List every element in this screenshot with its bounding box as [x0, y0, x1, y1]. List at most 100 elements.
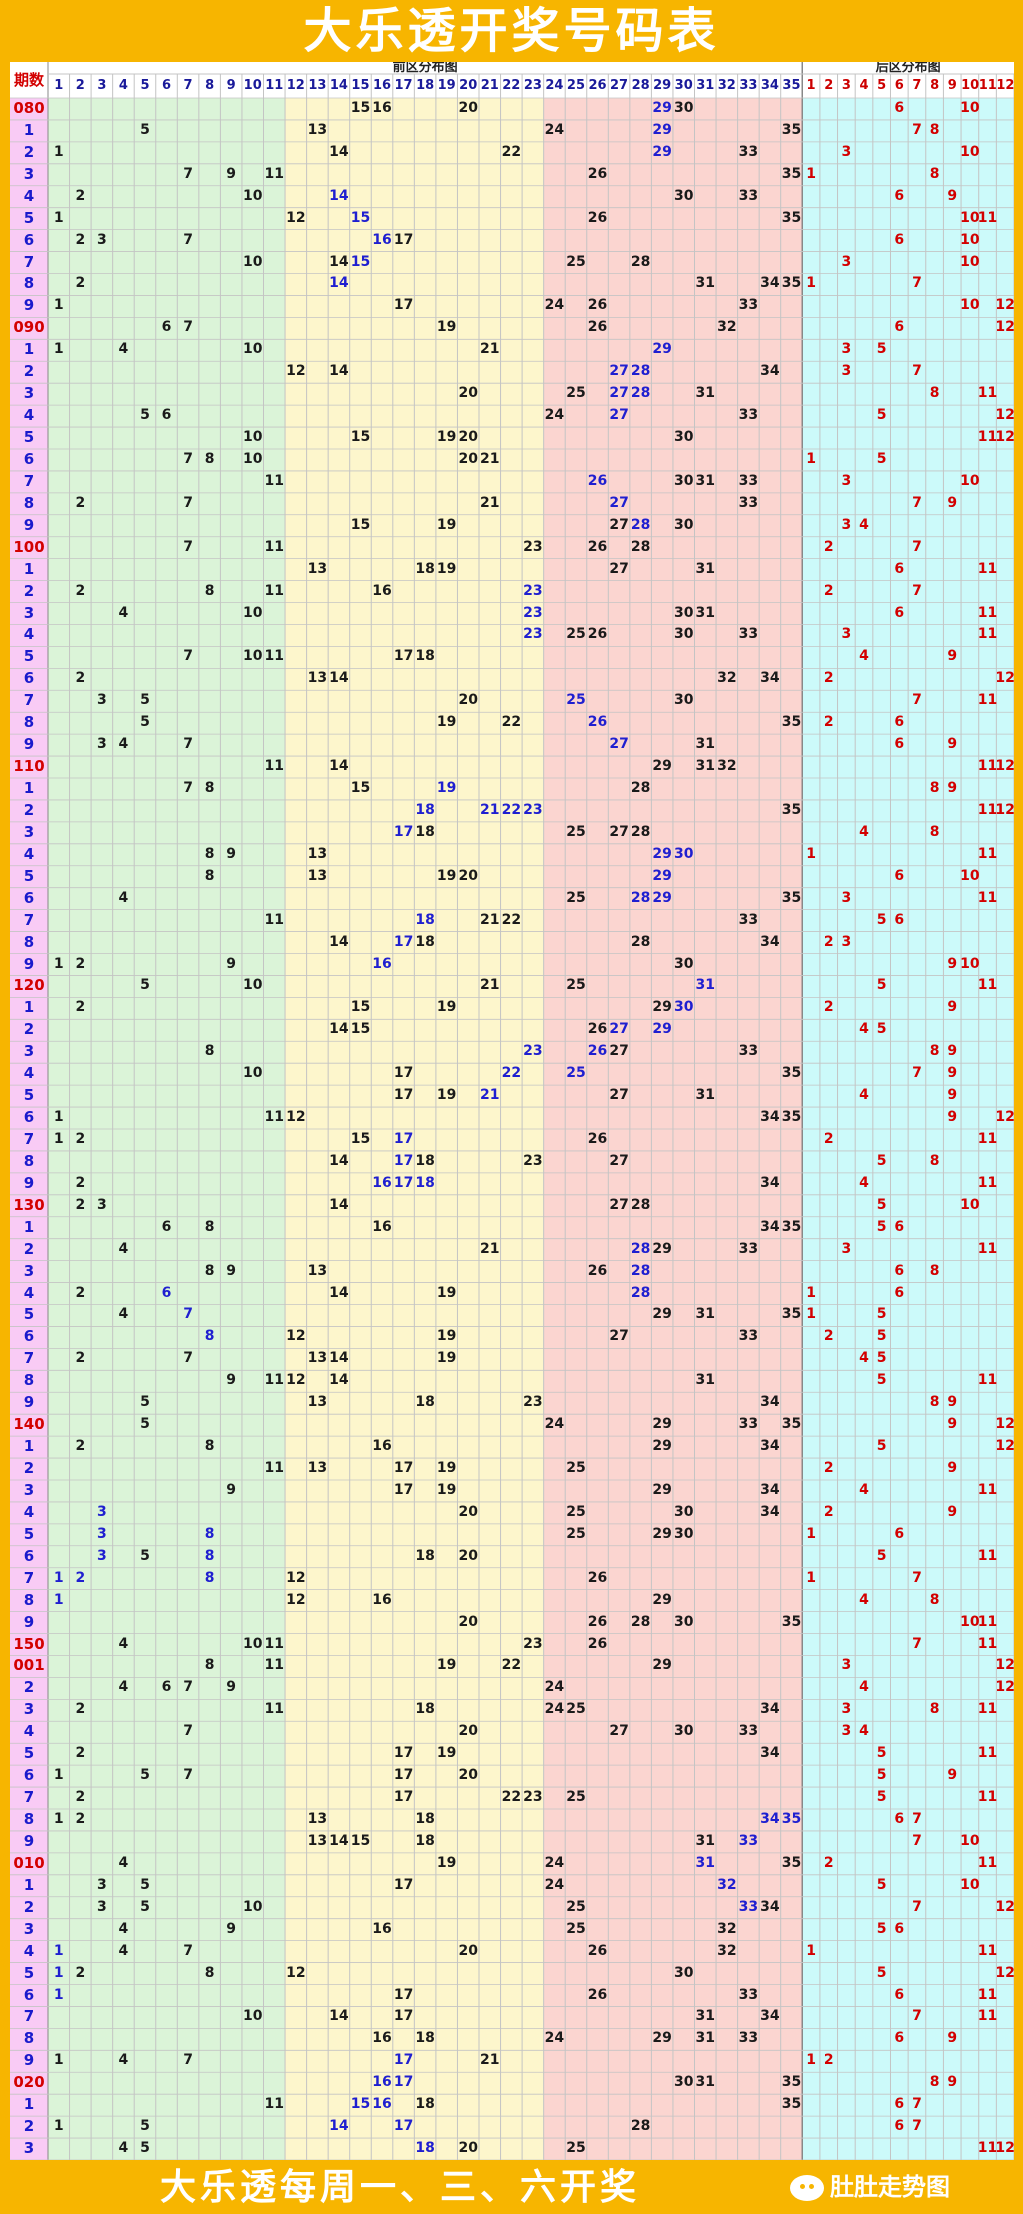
- front-number: 18: [415, 933, 435, 950]
- front-number: 7: [183, 494, 193, 511]
- period-label: 4: [23, 1941, 35, 1960]
- front-number: 13: [307, 1262, 328, 1279]
- back-number: 5: [876, 1218, 887, 1235]
- front-number: 25: [566, 1460, 586, 1477]
- front-number: 26: [587, 1131, 608, 1147]
- front-number: 33: [738, 1986, 759, 2003]
- period-label: 7: [23, 1788, 35, 1807]
- back-number: 5: [876, 1021, 887, 1038]
- period-label: 6: [23, 1108, 35, 1127]
- front-number: 28: [630, 1240, 651, 1257]
- front-number: 5: [140, 977, 150, 994]
- front-number: 35: [781, 121, 802, 138]
- back-number: 11: [977, 692, 998, 709]
- front-number: 17: [393, 297, 414, 314]
- back-number: 11: [977, 1613, 998, 1630]
- period-label: 8: [23, 1151, 35, 1170]
- front-number: 18: [415, 1394, 435, 1411]
- front-number: 17: [393, 648, 414, 665]
- back-number: 10: [960, 100, 980, 116]
- front-number: 8: [204, 450, 215, 467]
- back-number: 10: [960, 1613, 980, 1630]
- back-number: 10: [960, 209, 980, 226]
- back-number: 11: [977, 2140, 998, 2157]
- front-number: 20: [458, 692, 478, 709]
- back-number: 7: [912, 2096, 922, 2113]
- front-number: 12: [286, 209, 306, 226]
- front-number: 13: [307, 560, 328, 577]
- back-number: 12: [995, 1964, 1014, 1981]
- front-number: 1: [53, 341, 64, 358]
- period-label: 9: [23, 515, 35, 534]
- front-number: 19: [436, 516, 457, 533]
- front-number: 6: [161, 319, 172, 336]
- back-number: 6: [894, 2118, 905, 2135]
- front-number: 28: [630, 933, 651, 950]
- front-number: 10: [242, 450, 263, 467]
- period-label: 8: [23, 932, 35, 951]
- front-number: 17: [393, 1745, 414, 1762]
- front-number: 20: [458, 385, 478, 402]
- front-zone-header: 前区分布图: [392, 62, 458, 75]
- back-number: 11: [977, 429, 998, 446]
- front-col-header: 15: [351, 78, 370, 93]
- front-number: 13: [307, 1460, 328, 1477]
- period-label: 2: [23, 581, 35, 600]
- back-number: 6: [894, 736, 905, 753]
- front-number: 30: [673, 626, 694, 643]
- front-number: 9: [226, 1920, 237, 1937]
- front-number: 14: [329, 1196, 349, 1213]
- front-number: 31: [695, 2074, 716, 2091]
- back-number: 8: [929, 165, 940, 182]
- period-label: 2: [23, 1459, 35, 1478]
- front-number: 4: [118, 1920, 129, 1937]
- back-col-header: 11: [978, 78, 997, 93]
- front-number: 3: [96, 231, 107, 248]
- front-number: 18: [415, 1152, 435, 1169]
- front-number: 24: [544, 1876, 565, 1893]
- back-number: 12: [995, 297, 1014, 314]
- front-number: 4: [118, 1240, 129, 1257]
- front-number: 8: [204, 1525, 215, 1542]
- front-number: 16: [372, 231, 392, 248]
- front-col-header: 2: [75, 78, 85, 93]
- front-number: 30: [673, 187, 694, 204]
- back-number: 5: [876, 1920, 887, 1937]
- front-number: 31: [695, 275, 716, 292]
- back-number: 6: [894, 1920, 905, 1937]
- front-number: 29: [652, 1240, 672, 1257]
- back-number: 7: [912, 1635, 922, 1652]
- front-number: 34: [760, 1394, 780, 1411]
- front-number: 4: [118, 889, 129, 906]
- back-number: 7: [912, 494, 922, 511]
- front-number: 2: [75, 999, 86, 1016]
- front-number: 33: [738, 187, 759, 204]
- front-number: 27: [609, 1328, 629, 1345]
- front-col-header: 33: [739, 78, 758, 93]
- front-number: 25: [566, 253, 586, 270]
- front-number: 25: [566, 823, 586, 840]
- back-col-header: 8: [930, 78, 940, 93]
- front-number: 35: [781, 2096, 802, 2113]
- front-number: 26: [587, 626, 608, 643]
- front-number: 23: [523, 1152, 543, 1169]
- front-number: 27: [609, 1021, 629, 1038]
- front-number: 14: [329, 1152, 349, 1169]
- period-label: 9: [23, 954, 35, 973]
- front-number: 11: [264, 758, 285, 775]
- front-number: 8: [204, 1328, 215, 1345]
- front-number: 30: [673, 1964, 694, 1981]
- front-number: 26: [587, 1043, 608, 1060]
- back-number: 10: [960, 297, 980, 314]
- front-number: 27: [609, 363, 629, 380]
- back-number: 1: [806, 1525, 816, 1542]
- front-number: 2: [75, 582, 86, 599]
- front-number: 11: [264, 2096, 285, 2113]
- front-number: 26: [587, 1942, 608, 1959]
- back-number: 6: [894, 867, 905, 884]
- front-number: 2: [75, 955, 86, 972]
- front-number: 1: [53, 1767, 64, 1784]
- front-number: 20: [458, 1942, 478, 1959]
- front-number: 30: [673, 516, 694, 533]
- back-number: 2: [823, 1328, 834, 1345]
